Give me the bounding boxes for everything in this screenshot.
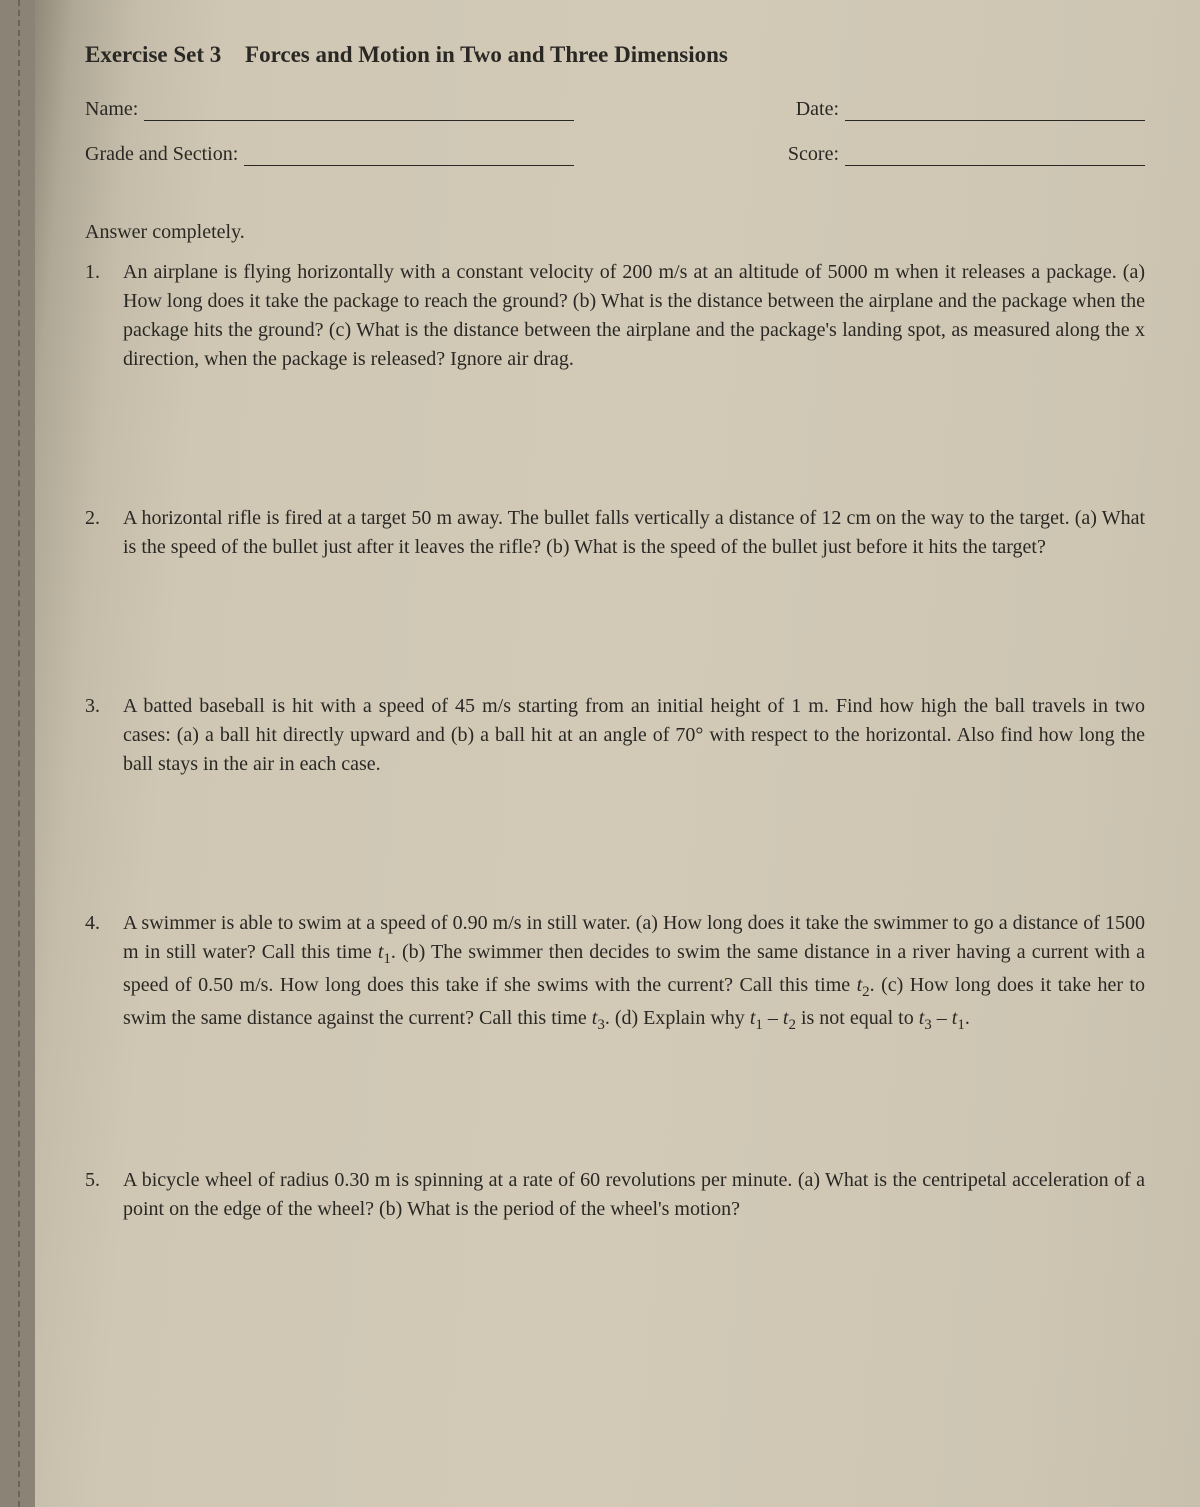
q4-part-d: . (d) Explain why	[605, 1007, 750, 1029]
page-spine	[0, 0, 35, 1507]
q4-minus2: –	[932, 1007, 952, 1029]
q4-s1c: 1	[957, 1017, 965, 1033]
name-blank[interactable]	[144, 100, 574, 121]
date-blank[interactable]	[845, 100, 1145, 121]
q4-minus1: –	[763, 1007, 783, 1029]
q4-s2: 2	[862, 984, 870, 1000]
name-date-row: Name: Date:	[85, 98, 1145, 121]
score-field: Score:	[788, 143, 1145, 166]
q4-s1: 1	[383, 951, 391, 967]
grade-blank[interactable]	[244, 145, 574, 166]
q4-end: .	[965, 1007, 970, 1029]
question-5: A bicycle wheel of radius 0.30 m is spin…	[85, 1166, 1145, 1224]
grade-label: Grade and Section:	[85, 143, 238, 166]
grade-score-row: Grade and Section: Score:	[85, 143, 1145, 166]
q4-neq: is not equal to	[796, 1007, 919, 1029]
question-1: An airplane is flying horizontally with …	[85, 258, 1145, 374]
set-title: Forces and Motion in Two and Three Dimen…	[245, 42, 728, 67]
score-blank[interactable]	[845, 145, 1145, 166]
question-2-text: A horizontal rifle is fired at a target …	[123, 507, 1145, 558]
question-3-text: A batted baseball is hit with a speed of…	[123, 695, 1145, 775]
question-1-text: An airplane is flying horizontally with …	[123, 261, 1145, 370]
question-3: A batted baseball is hit with a speed of…	[85, 692, 1145, 779]
exercise-header: Exercise Set 3 Forces and Motion in Two …	[85, 42, 1145, 68]
q4-s3b: 3	[924, 1017, 932, 1033]
instruction-text: Answer completely.	[85, 221, 1145, 244]
date-field: Date:	[796, 98, 1145, 121]
q4-s3: 3	[597, 1017, 605, 1033]
q4-s2b: 2	[788, 1017, 796, 1033]
date-label: Date:	[796, 98, 839, 121]
question-4: A swimmer is able to swim at a speed of …	[85, 909, 1145, 1036]
perforation-line	[18, 0, 20, 1507]
question-list: An airplane is flying horizontally with …	[85, 258, 1145, 1224]
q4-s1b: 1	[755, 1017, 763, 1033]
worksheet-page: Exercise Set 3 Forces and Motion in Two …	[35, 0, 1200, 1507]
question-2: A horizontal rifle is fired at a target …	[85, 504, 1145, 562]
question-5-text: A bicycle wheel of radius 0.30 m is spin…	[123, 1169, 1145, 1220]
set-label: Exercise Set 3	[85, 42, 221, 67]
grade-field: Grade and Section:	[85, 143, 574, 166]
score-label: Score:	[788, 143, 839, 166]
name-field: Name:	[85, 98, 574, 121]
name-label: Name:	[85, 98, 138, 121]
